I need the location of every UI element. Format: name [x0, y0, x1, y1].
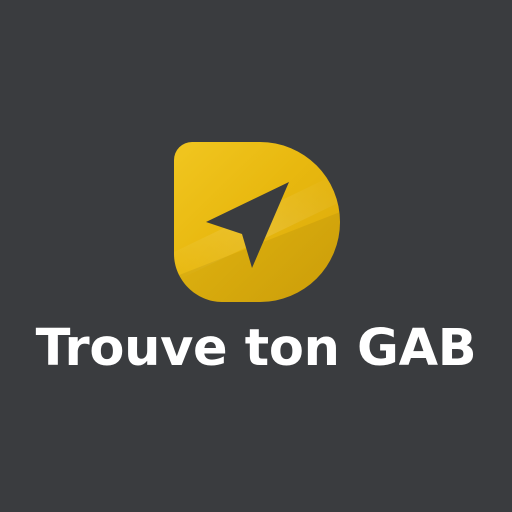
- logo-d-shape: [174, 142, 340, 302]
- app-name-title: Trouve ton GAB: [0, 318, 512, 380]
- app-logo: [174, 142, 340, 302]
